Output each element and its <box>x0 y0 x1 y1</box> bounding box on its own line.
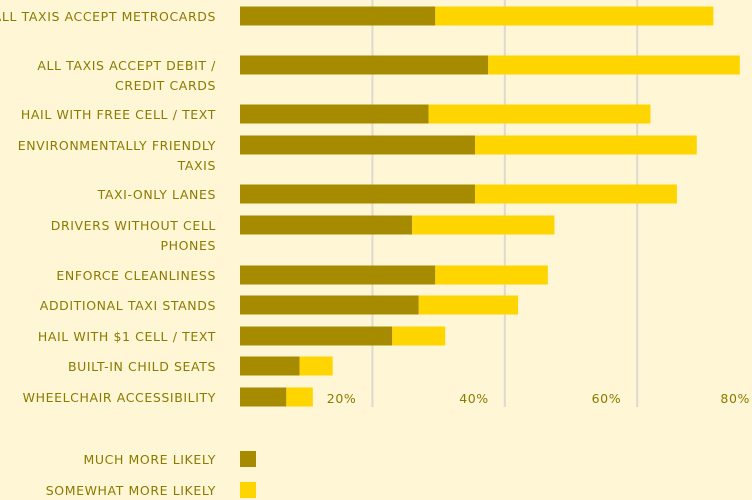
bar-somewhat-10 <box>286 388 312 407</box>
legend: MUCH MORE LIKELY SOMEWHAT MORE LIKELY <box>46 451 256 498</box>
tick-label-40: 40% <box>459 391 489 406</box>
bar-much-9 <box>240 357 300 376</box>
tick-label-80: 80% <box>720 391 750 406</box>
bar-somewhat-8 <box>392 327 445 346</box>
category-label-10: WHEELCHAIR ACCESSIBILITY <box>23 390 216 405</box>
tick-label-20: 20% <box>327 391 357 406</box>
category-label-1-line2: CREDIT CARDS <box>115 78 216 93</box>
bar-somewhat-2 <box>429 105 651 124</box>
category-label-8: HAIL WITH $1 CELL / TEXT <box>38 329 216 344</box>
bar-much-4 <box>240 185 475 204</box>
category-label-5-line2: PHONES <box>160 238 216 253</box>
category-labels: ALL TAXIS ACCEPT METROCARDS ALL TAXIS ACC… <box>0 9 216 405</box>
category-label-4: TAXI-ONLY LANES <box>97 187 216 202</box>
bar-somewhat-5 <box>412 216 554 235</box>
bar-much-10 <box>240 388 286 407</box>
legend-swatch-much <box>240 451 256 467</box>
bar-much-8 <box>240 327 392 346</box>
bar-much-7 <box>240 296 419 315</box>
bar-somewhat-6 <box>435 266 548 285</box>
category-label-6: ENFORCE CLEANLINESS <box>56 268 216 283</box>
category-label-3-line1: ENVIRONMENTALLY FRIENDLY <box>18 138 216 153</box>
category-label-1-line1: ALL TAXIS ACCEPT DEBIT / <box>37 58 216 73</box>
category-label-5-line1: DRIVERS WITHOUT CELL <box>51 218 216 233</box>
bar-somewhat-1 <box>488 56 740 75</box>
tick-label-60: 60% <box>592 391 622 406</box>
bar-somewhat-3 <box>475 136 697 155</box>
category-label-7: ADDITIONAL TAXI STANDS <box>40 298 216 313</box>
bar-somewhat-7 <box>419 296 518 315</box>
bar-much-5 <box>240 216 412 235</box>
bars <box>240 7 740 407</box>
bar-somewhat-9 <box>300 357 333 376</box>
bar-much-0 <box>240 7 435 26</box>
bar-much-2 <box>240 105 429 124</box>
x-axis-ticks: 20% 40% 60% 80% <box>327 391 750 406</box>
category-label-3-line2: TAXIS <box>177 158 216 173</box>
bar-much-3 <box>240 136 475 155</box>
bar-much-6 <box>240 266 435 285</box>
category-label-0: ALL TAXIS ACCEPT METROCARDS <box>0 9 216 24</box>
legend-swatch-somewhat <box>240 482 256 498</box>
bar-somewhat-4 <box>475 185 677 204</box>
category-label-9: BUILT-IN CHILD SEATS <box>68 359 216 374</box>
legend-label-somewhat: SOMEWHAT MORE LIKELY <box>46 483 216 498</box>
category-label-2: HAIL WITH FREE CELL / TEXT <box>21 107 216 122</box>
bar-somewhat-0 <box>435 7 713 26</box>
bar-much-1 <box>240 56 488 75</box>
legend-label-much: MUCH MORE LIKELY <box>83 452 216 467</box>
